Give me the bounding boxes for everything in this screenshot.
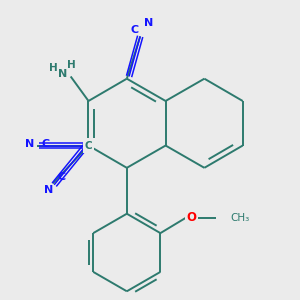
- Text: C: C: [41, 139, 49, 149]
- Text: N: N: [25, 139, 34, 149]
- Text: N: N: [58, 69, 67, 79]
- Text: CH₃: CH₃: [230, 212, 250, 223]
- Text: C: C: [130, 26, 139, 35]
- Text: N: N: [44, 185, 53, 195]
- Text: H: H: [67, 60, 76, 70]
- Text: N: N: [144, 18, 153, 28]
- Text: O: O: [187, 211, 196, 224]
- Text: C: C: [58, 172, 66, 182]
- Text: H: H: [50, 63, 58, 74]
- Text: C: C: [85, 140, 92, 151]
